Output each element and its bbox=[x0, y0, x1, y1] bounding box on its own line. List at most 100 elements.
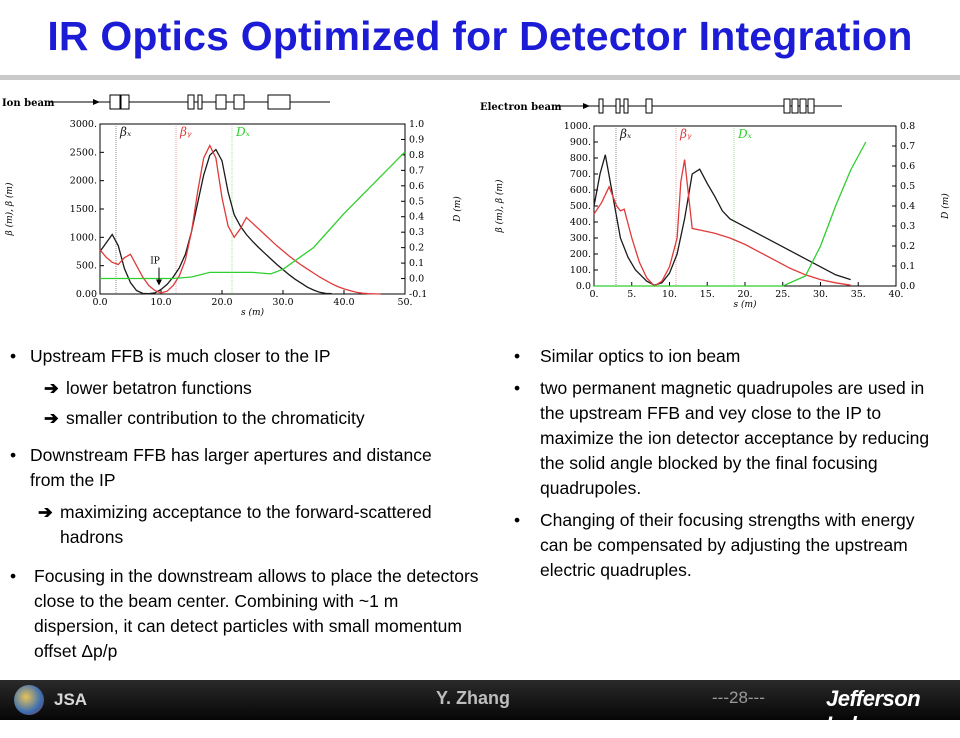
legend-entry: βᵧ bbox=[179, 125, 192, 139]
magnet-element bbox=[783, 98, 791, 114]
y2-tick-label: 0.0 bbox=[409, 274, 424, 285]
page-title: IR Optics Optimized for Detector Integra… bbox=[47, 13, 913, 59]
bullet-dot: • bbox=[10, 566, 17, 586]
y2-tick-label: 0.4 bbox=[409, 212, 424, 223]
bullet-dot: • bbox=[10, 346, 17, 366]
y2-tick-label: 0.5 bbox=[900, 181, 915, 192]
y-tick-label: 700. bbox=[570, 169, 591, 180]
jefferson-lab-logo: Jefferson Lab bbox=[826, 686, 921, 737]
y2-tick-label: 0.9 bbox=[409, 134, 424, 145]
bullet-text: Similar optics to ion beam bbox=[540, 346, 741, 366]
magnet-element bbox=[267, 94, 291, 110]
author-name: Y. Zhang bbox=[436, 688, 511, 708]
bullet-text: Changing of their focusing strengths wit… bbox=[540, 510, 915, 580]
jsa-logo: JSA bbox=[54, 690, 88, 709]
bullet-focusing: • Focusing in the downstream allows to p… bbox=[10, 564, 485, 664]
magnet-element bbox=[598, 98, 604, 114]
series-line-1 bbox=[593, 159, 851, 287]
bullet-similar-optics: • Similar optics to ion beam bbox=[514, 344, 934, 369]
magnet-element bbox=[615, 98, 621, 114]
y-tick-label: 0.0 bbox=[576, 281, 591, 292]
magnet-element bbox=[791, 98, 799, 114]
y-tick-label: 200. bbox=[570, 249, 591, 260]
x-tick-label: 10. bbox=[662, 289, 677, 300]
arrow-icon: ➔ bbox=[38, 502, 53, 522]
doe-seal-icon bbox=[14, 685, 44, 715]
footer-bar: JSA Y. Zhang ---28--- Jefferson Lab bbox=[0, 680, 960, 737]
sub-bullet-text: lower betatron functions bbox=[66, 378, 252, 398]
y2-tick-label: 0.2 bbox=[409, 243, 424, 254]
bullet-dot: • bbox=[514, 378, 521, 398]
legend-entry: βₓ bbox=[119, 125, 132, 139]
legend-entry: βᵧ bbox=[679, 127, 692, 141]
y2-axis-label: D (m) bbox=[452, 196, 463, 223]
y-tick-label: 900. bbox=[570, 137, 591, 148]
beamline-label: Ion beam bbox=[2, 98, 55, 109]
x-axis-label: s (m) bbox=[733, 299, 757, 310]
bullet-dot: • bbox=[514, 510, 521, 530]
x-tick-label: 10.0 bbox=[150, 297, 171, 308]
series-line-2 bbox=[100, 151, 406, 280]
x-tick-label: 35. bbox=[851, 289, 866, 300]
electron-beam-optics-chart: Electron beam β (m), β (m) D (m) 0.0 100. 200… bbox=[480, 98, 951, 310]
y-tick-label: 600. bbox=[570, 185, 591, 196]
y-tick-label: 800. bbox=[570, 153, 591, 164]
magnet-element bbox=[645, 98, 653, 114]
title-divider bbox=[0, 75, 960, 80]
bullet-permanent-quads: • two permanent magnetic quadrupoles are… bbox=[514, 376, 934, 501]
y-axis-label: β (m), β (m) bbox=[4, 182, 15, 236]
x-tick-label: 15. bbox=[700, 289, 715, 300]
legend-entry: Dₓ bbox=[235, 125, 251, 139]
beam-arrow-head-icon bbox=[93, 99, 100, 105]
x-tick-label: 50. bbox=[397, 297, 412, 308]
y2-tick-label: 0.1 bbox=[409, 258, 424, 269]
y-tick-label: 0.00 bbox=[76, 289, 97, 300]
y2-tick-label: 0.5 bbox=[409, 196, 424, 207]
y2-tick-label: 0.8 bbox=[900, 121, 915, 132]
bullet-upstream: • Upstream FFB is much closer to the IP bbox=[10, 344, 485, 369]
x-tick-label: 30.0 bbox=[272, 297, 293, 308]
bullet-text: Downstream FFB has larger apertures and … bbox=[30, 445, 432, 490]
y2-tick-label: 0.3 bbox=[900, 221, 915, 232]
legend-entry: Dₓ bbox=[737, 127, 753, 141]
x-tick-label: 0.0 bbox=[92, 297, 107, 308]
x-tick-label: 20.0 bbox=[211, 297, 232, 308]
series-line-1 bbox=[99, 144, 381, 295]
beamline-label: Electron beam bbox=[480, 102, 562, 113]
x-tick-label: 20. bbox=[737, 289, 752, 300]
y2-tick-label: 0.6 bbox=[409, 181, 424, 192]
bullet-text: Focusing in the downstream allows to pla… bbox=[34, 566, 479, 661]
page-number: ---28--- bbox=[712, 688, 765, 707]
series-line-0 bbox=[593, 154, 851, 286]
right-bullet-list: • Similar optics to ion beam • two perma… bbox=[514, 344, 934, 590]
series-line-2 bbox=[594, 141, 867, 287]
x-axis-label: s (m) bbox=[241, 307, 265, 318]
left-bullet-list: • Upstream FFB is much closer to the IP … bbox=[10, 344, 485, 671]
sub-bullet-text: smaller contribution to the chromaticity bbox=[66, 408, 365, 428]
y-tick-label: 2000. bbox=[70, 176, 97, 187]
y2-tick-label: 0.0 bbox=[900, 281, 915, 292]
y2-tick-label: 1.0 bbox=[409, 119, 424, 130]
x-tick-label: 25. bbox=[775, 289, 790, 300]
y-tick-label: 500. bbox=[570, 201, 591, 212]
magnet-element bbox=[807, 98, 815, 114]
y2-tick-label: 0.3 bbox=[409, 227, 424, 238]
y-tick-label: 3000. bbox=[70, 119, 97, 130]
magnet-element bbox=[187, 94, 195, 110]
y2-tick-label: 0.6 bbox=[900, 161, 915, 172]
sub-bullet-forward-acceptance: ➔ maximizing acceptance to the forward-s… bbox=[10, 500, 450, 550]
ip-annotation: IP bbox=[150, 257, 160, 267]
y-tick-label: 100. bbox=[570, 265, 591, 276]
y2-tick-label: 0.2 bbox=[900, 241, 915, 252]
sub-bullet-chromaticity: ➔ smaller contribution to the chromatici… bbox=[10, 406, 485, 431]
y-tick-label: 400. bbox=[570, 217, 591, 228]
y-tick-label: 1500. bbox=[70, 204, 97, 215]
y2-tick-label: 0.1 bbox=[900, 261, 915, 272]
x-tick-label: 40. bbox=[888, 289, 903, 300]
beam-arrow-head-icon bbox=[583, 103, 590, 109]
y-tick-label: 300. bbox=[570, 233, 591, 244]
arrow-icon: ➔ bbox=[44, 408, 59, 428]
magnet-element bbox=[109, 94, 121, 110]
x-tick-label: 5. bbox=[627, 289, 636, 300]
magnet-element bbox=[623, 98, 629, 114]
